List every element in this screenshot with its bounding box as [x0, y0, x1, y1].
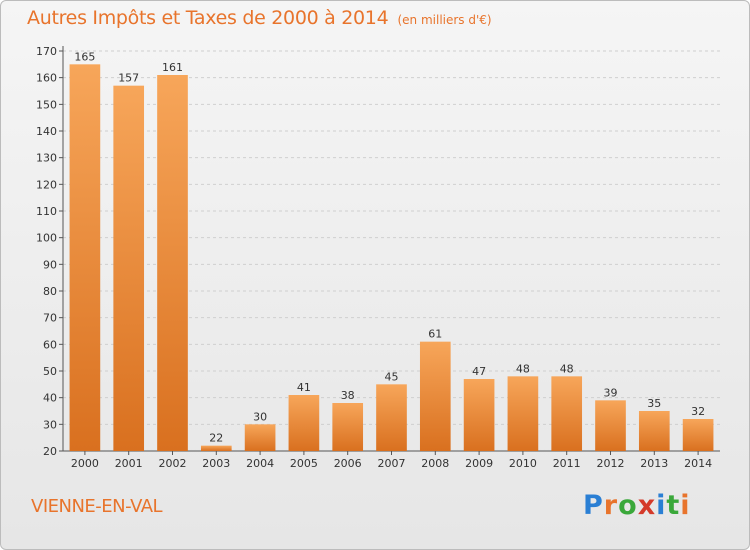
data-label-2006: 38 — [341, 389, 355, 402]
bar-2000 — [69, 64, 101, 452]
x-tick-label-2012: 2012 — [597, 457, 625, 470]
x-tick-label-2004: 2004 — [246, 457, 274, 470]
y-tick-label: 40 — [43, 392, 57, 405]
y-tick-label: 20 — [43, 445, 57, 458]
bar-2002 — [157, 75, 188, 451]
y-tick-label: 160 — [36, 72, 57, 85]
bar-2007 — [376, 384, 407, 451]
bar-2010 — [507, 376, 539, 451]
data-label-2009: 47 — [472, 365, 486, 378]
y-tick-label: 30 — [43, 418, 57, 431]
chart-title-unit: (en milliers d'€) — [397, 13, 492, 27]
logo-letter: r — [603, 490, 619, 521]
y-tick-label: 150 — [36, 98, 57, 111]
y-tick-label: 110 — [36, 205, 57, 218]
chart-title: Autres Impôts et Taxes de 2000 à 2014 (e… — [27, 7, 492, 29]
data-label-2010: 48 — [516, 362, 530, 375]
y-tick-label: 120 — [36, 178, 57, 191]
bar-2004 — [244, 424, 276, 451]
y-tick-label: 90 — [43, 258, 57, 271]
y-tick-label: 50 — [43, 365, 57, 378]
data-label-2008: 61 — [428, 328, 442, 341]
logo-letter: P — [583, 490, 604, 521]
y-tick-label: 80 — [43, 285, 57, 298]
bar-2008 — [419, 341, 451, 451]
y-tick-label: 130 — [36, 152, 57, 165]
data-label-2004: 30 — [253, 410, 267, 423]
y-tick-label: 70 — [43, 312, 57, 325]
bar-2006 — [332, 403, 364, 451]
bar-2013 — [638, 411, 670, 451]
x-tick-label-2007: 2007 — [378, 457, 406, 470]
logo-letter: t — [666, 490, 681, 521]
bar-2005 — [288, 395, 320, 451]
y-tick-label: 100 — [36, 232, 57, 245]
bar-2001 — [113, 85, 145, 452]
data-label-2011: 48 — [560, 362, 574, 375]
data-label-2007: 45 — [385, 370, 399, 383]
chart-title-main: Autres Impôts et Taxes de 2000 à 2014 — [27, 7, 389, 29]
x-tick-label-2010: 2010 — [509, 457, 537, 470]
bar-layer — [69, 64, 714, 452]
x-tick-label-2001: 2001 — [115, 457, 143, 470]
y-tick-label: 140 — [36, 125, 57, 138]
logo-letter: x — [637, 490, 657, 521]
y-tick-label: 60 — [43, 338, 57, 351]
city-name: VIENNE-EN-VAL — [31, 496, 163, 517]
data-label-2000: 165 — [74, 50, 95, 63]
bar-2003 — [200, 445, 232, 451]
data-label-2003: 22 — [209, 432, 223, 445]
data-label-2002: 161 — [162, 61, 183, 74]
bar-2014 — [682, 419, 714, 451]
proxiti-logo: Proxiti — [583, 490, 691, 521]
x-tick-label-2005: 2005 — [290, 457, 318, 470]
bar-2009 — [463, 379, 495, 451]
label-layer: 165 157 161 22 30 41 38 45 61 47 48 48 39 35 32 — [74, 50, 705, 444]
data-label-2013: 35 — [647, 397, 661, 410]
logo-letter: i — [680, 490, 691, 521]
x-tick-label-2008: 2008 — [421, 457, 449, 470]
x-tick-label-2011: 2011 — [553, 457, 581, 470]
logo-letter: i — [656, 490, 667, 521]
x-tick-label-2014: 2014 — [684, 457, 712, 470]
x-tick-label-2003: 2003 — [202, 457, 230, 470]
axis-layer: 20 30 40 50 60 70 80 90 100 110 120 130 140 150 160 170… — [36, 45, 720, 470]
data-label-2014: 32 — [691, 405, 705, 418]
bar-2011 — [551, 376, 583, 451]
x-tick-label-2009: 2009 — [465, 457, 493, 470]
data-label-2001: 157 — [118, 72, 139, 85]
x-tick-label-2002: 2002 — [159, 457, 187, 470]
x-tick-label-2000: 2000 — [71, 457, 99, 470]
y-tick-label: 170 — [36, 45, 57, 58]
x-tick-label-2013: 2013 — [640, 457, 668, 470]
logo-letter: o — [618, 490, 638, 521]
x-tick-label-2006: 2006 — [334, 457, 362, 470]
data-label-2012: 39 — [604, 386, 618, 399]
bar-2012 — [595, 400, 626, 451]
data-label-2005: 41 — [297, 381, 311, 394]
